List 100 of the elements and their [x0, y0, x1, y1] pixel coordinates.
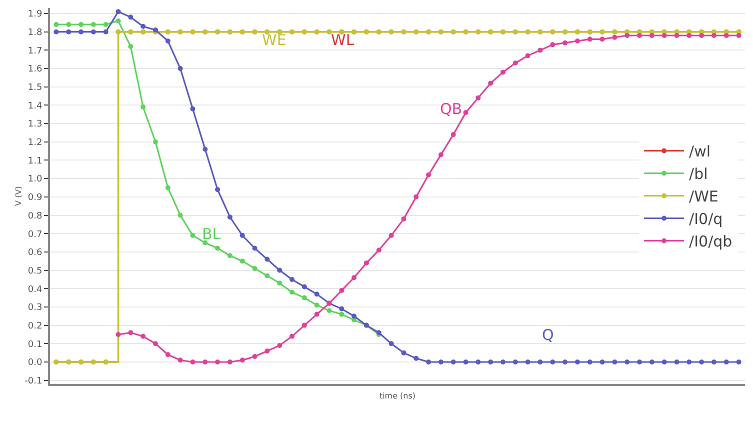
y-tick-label: 1.9: [28, 10, 42, 20]
point: [240, 258, 245, 264]
y-tick-label: 1.2: [28, 138, 42, 148]
point: [463, 110, 468, 116]
point: [152, 139, 158, 144]
y-tick-label: 0.7: [28, 230, 42, 240]
annotation: WE: [262, 31, 286, 49]
point: [90, 22, 96, 28]
x-axis-title: time (ns): [379, 392, 416, 401]
point: [339, 312, 344, 317]
point: [140, 24, 146, 29]
point: [290, 334, 295, 339]
annotation: WL: [331, 31, 355, 49]
point: [401, 350, 406, 356]
point: [227, 253, 232, 258]
point: [624, 359, 630, 364]
point: [550, 42, 556, 48]
point: [66, 22, 72, 28]
point: [90, 29, 96, 34]
point: [302, 295, 307, 300]
y-tick-label: 0.6: [28, 248, 42, 258]
point: [66, 29, 72, 34]
legend-label: /wl: [689, 142, 711, 161]
point: [574, 359, 580, 364]
point: [202, 240, 208, 246]
point: [476, 95, 481, 100]
legend-label: /WE: [689, 188, 718, 206]
point: [215, 246, 220, 251]
point: [711, 359, 716, 364]
point: [736, 33, 742, 38]
point: [674, 33, 680, 38]
point: [165, 38, 170, 44]
point: [190, 232, 196, 238]
point: [388, 232, 394, 238]
point: [227, 214, 232, 220]
point: [240, 358, 245, 363]
point: [352, 314, 357, 319]
point: [637, 359, 642, 364]
y-tick-label: 0.0: [28, 358, 42, 368]
point: [227, 359, 232, 364]
point: [600, 36, 605, 42]
point: [202, 359, 208, 364]
point: [277, 268, 282, 273]
point: [649, 33, 654, 38]
point: [178, 212, 183, 218]
point: [339, 306, 344, 312]
point: [215, 187, 220, 192]
point: [562, 40, 568, 46]
point: [512, 60, 518, 66]
point: [103, 29, 108, 34]
point: [476, 359, 481, 364]
point: [699, 33, 704, 38]
point: [438, 152, 444, 158]
point: [264, 348, 270, 354]
point: [600, 359, 605, 364]
point: [649, 359, 654, 364]
point: [414, 356, 419, 361]
point: [54, 22, 59, 28]
point: [500, 359, 506, 364]
point: [178, 358, 183, 363]
point: [252, 266, 258, 271]
point: [674, 359, 680, 364]
point: [686, 359, 692, 364]
point: [264, 256, 270, 262]
point: [103, 22, 108, 28]
point: [401, 216, 406, 222]
point: [426, 172, 432, 178]
legend-label: /bl: [689, 165, 708, 184]
y-tick-label: 0.4: [28, 284, 42, 295]
point: [314, 292, 320, 297]
point: [724, 359, 729, 364]
point: [538, 48, 543, 53]
point: [240, 232, 245, 238]
annotation: BL: [202, 225, 222, 243]
point: [339, 288, 344, 293]
point: [662, 33, 667, 38]
point: [252, 246, 258, 251]
y-axis-title: V (V): [14, 186, 23, 206]
point: [116, 18, 121, 24]
point: [140, 334, 146, 339]
point: [488, 80, 494, 86]
point: [128, 44, 134, 50]
point: [152, 341, 158, 346]
point: [699, 359, 704, 364]
point: [116, 332, 121, 337]
point: [376, 248, 382, 253]
point: [326, 308, 332, 314]
point: [128, 330, 134, 336]
point: [624, 33, 630, 38]
point: [178, 66, 183, 72]
point: [314, 302, 320, 308]
point: [662, 359, 667, 364]
point: [54, 29, 59, 34]
point: [612, 359, 618, 364]
point: [512, 359, 518, 364]
point: [463, 359, 468, 364]
y-tick-label: 0.1: [28, 340, 42, 350]
y-tick-label: 0.2: [28, 321, 42, 332]
annotation: QB: [440, 100, 462, 118]
y-tick-label: 1.6: [28, 64, 42, 75]
